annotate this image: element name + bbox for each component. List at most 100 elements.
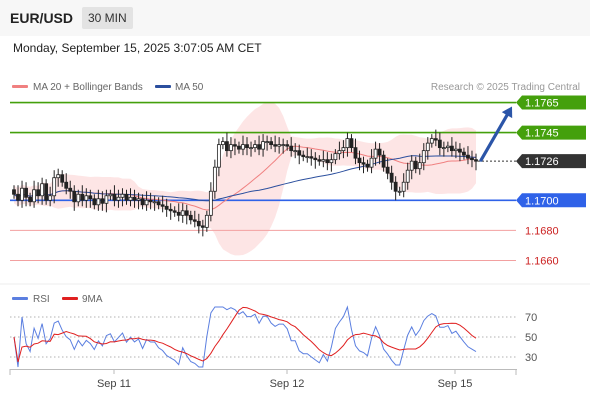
candle-body-up — [454, 148, 458, 152]
candle-body-up — [341, 147, 346, 152]
candle-49 — [208, 182, 213, 222]
candle-body-up — [116, 196, 121, 201]
current-price-label: 1.1726 — [525, 156, 559, 168]
candle-body-down — [273, 144, 278, 147]
candle-body-up — [32, 189, 36, 203]
candle-69 — [289, 137, 294, 157]
candle-37 — [160, 195, 165, 213]
candle-59 — [249, 141, 253, 157]
candle-0 — [12, 185, 16, 199]
candle-1 — [16, 185, 20, 207]
candle-body-down — [64, 181, 69, 189]
candle-body-down — [172, 210, 177, 213]
candle-body-up — [253, 144, 257, 149]
candle-108 — [445, 141, 450, 153]
candle-5 — [32, 180, 36, 208]
candle-88 — [365, 159, 370, 172]
candle-74 — [309, 149, 314, 166]
rsi-legend: RSI 9MA — [12, 294, 103, 305]
candle-body-up — [20, 187, 24, 201]
candle-body-down — [317, 159, 322, 162]
chart-header: EUR/USD 30 MIN — [0, 0, 590, 36]
candle-body-up — [204, 214, 209, 228]
candle-body-up — [229, 144, 233, 152]
candle-body-up — [40, 183, 45, 197]
candle-6 — [36, 182, 41, 204]
candle-body-up — [421, 150, 426, 164]
candle-body-down — [474, 159, 478, 162]
candle-body-down — [381, 154, 386, 168]
candle-50 — [212, 159, 217, 199]
candle-23 — [104, 189, 109, 213]
candle-body-down — [28, 196, 32, 203]
candle-body-down — [148, 199, 153, 203]
candle-89 — [369, 149, 374, 174]
candle-61 — [257, 135, 261, 156]
candle-14 — [68, 180, 73, 199]
candle-103 — [425, 137, 430, 160]
timeframe-button[interactable]: 30 MIN — [82, 7, 133, 29]
candle-17 — [80, 185, 85, 207]
candle-body-down — [377, 148, 382, 156]
candle-72 — [301, 150, 306, 162]
candle-body-up — [405, 169, 410, 183]
current-price-tag — [516, 154, 586, 169]
price-overlay: 1.1726 — [478, 106, 586, 169]
candle-body-up — [337, 150, 342, 155]
candle-body-up — [84, 195, 89, 201]
candle-26 — [116, 189, 121, 208]
candle-body-down — [88, 195, 93, 200]
candle-body-down — [24, 187, 28, 198]
candle-body-down — [168, 208, 173, 212]
candle-body-down — [68, 187, 73, 192]
support-label-3: 1.1680 — [525, 225, 559, 237]
candle-31 — [136, 192, 141, 210]
candle-51 — [216, 138, 221, 177]
candle-43 — [184, 204, 189, 225]
legend-swatch-9ma — [62, 297, 78, 300]
candle-94 — [389, 165, 394, 190]
candle-58 — [245, 137, 249, 156]
candle-body-up — [401, 181, 406, 192]
candle-106 — [437, 132, 442, 156]
candle-body-down — [200, 225, 205, 228]
candle-body-down — [462, 151, 466, 156]
candle-body-down — [297, 150, 302, 156]
legend-swatch-ma50 — [155, 85, 171, 88]
candle-111 — [458, 143, 462, 162]
candle-96 — [397, 186, 402, 196]
candle-86 — [357, 150, 362, 171]
candle-20 — [92, 194, 97, 210]
candle-body-up — [180, 210, 185, 216]
candle-body-down — [325, 159, 330, 164]
candle-body-down — [233, 144, 237, 147]
candle-body-down — [192, 219, 197, 222]
chart-datetime: Monday, September 15, 2025 3:07:05 AM CE… — [13, 41, 262, 55]
candle-body-up — [429, 138, 434, 144]
candle-38 — [164, 198, 169, 217]
pivot-label-2: 1.1700 — [525, 195, 559, 207]
candle-body-up — [265, 141, 269, 144]
candle-body-up — [333, 153, 338, 161]
candle-body-down — [389, 172, 394, 183]
candle-29 — [128, 188, 133, 207]
candle-39 — [168, 203, 173, 220]
x-axis: Sep 11 Sep 12 Sep 15 — [9, 369, 517, 390]
candle-16 — [76, 189, 81, 207]
candle-34 — [148, 192, 153, 210]
candle-102 — [421, 143, 426, 171]
candle-2 — [20, 180, 24, 208]
main-legend: MA 20 + Bollinger Bands MA 50 — [12, 82, 204, 93]
resistance-tag-0 — [516, 95, 586, 110]
candle-body-down — [269, 141, 274, 146]
candle-body-up — [373, 148, 378, 159]
candle-87 — [361, 156, 366, 174]
candle-100 — [413, 156, 418, 174]
candle-75 — [313, 152, 318, 169]
candle-105 — [433, 129, 438, 147]
candle-body-down — [289, 145, 294, 152]
candle-body-down — [237, 145, 241, 150]
candle-body-up — [212, 166, 217, 192]
candle-body-down — [36, 189, 41, 197]
candle-22 — [100, 191, 105, 211]
